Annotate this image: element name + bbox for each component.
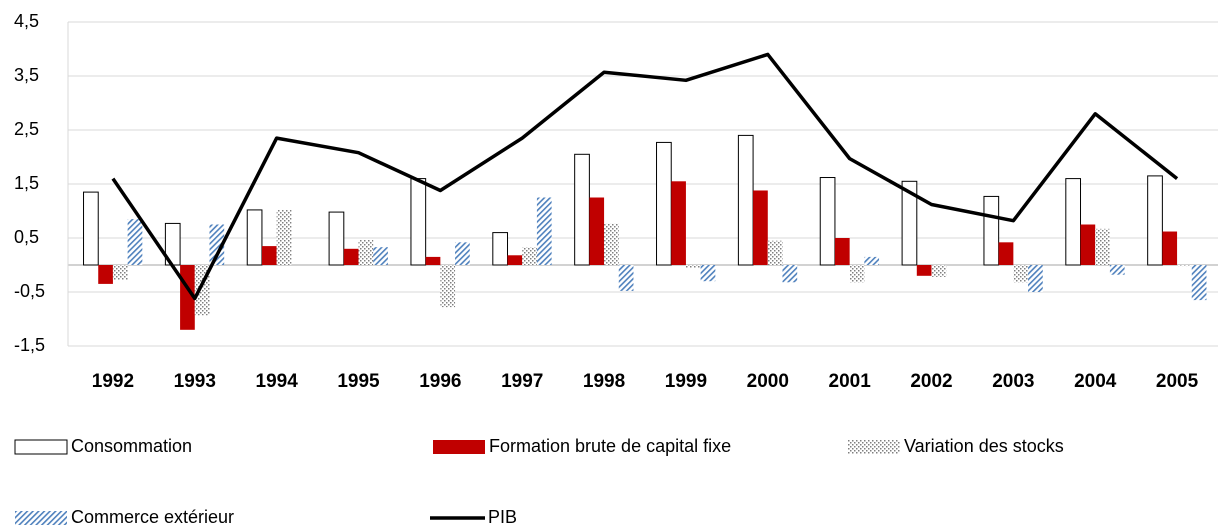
bar: [1177, 265, 1192, 267]
bar: [83, 191, 99, 266]
bar: [373, 247, 388, 265]
bar: [604, 223, 619, 265]
bar: [328, 211, 345, 266]
x-tick-label: 1996: [419, 371, 461, 392]
x-tick-label: 2003: [992, 371, 1034, 392]
x-tick-label: 1997: [501, 371, 543, 392]
bar: [931, 265, 947, 277]
legend-swatch: [848, 440, 900, 454]
bar: [1013, 265, 1029, 283]
bar: [864, 256, 880, 265]
legend-swatch: [433, 440, 485, 454]
bar: [127, 219, 143, 265]
x-tick-label: 2004: [1074, 371, 1117, 392]
y-tick-label: 4,5: [14, 11, 39, 31]
bar: [261, 246, 277, 265]
x-tick-label: 2005: [1156, 371, 1199, 392]
bar: [1147, 175, 1163, 266]
bar: [656, 141, 672, 266]
y-tick-label: 3,5: [14, 65, 39, 85]
legend-label: Consommation: [71, 436, 192, 456]
y-tick-label: -1,5: [14, 335, 45, 355]
bar: [358, 239, 374, 265]
bar: [276, 209, 292, 265]
bar: [1080, 224, 1096, 265]
bar: [1095, 228, 1110, 265]
bar: [998, 242, 1014, 265]
bar: [737, 134, 754, 266]
bar: [782, 265, 798, 283]
bar: [849, 265, 865, 283]
legend-label: PIB: [488, 507, 517, 527]
bar: [440, 265, 456, 308]
bar: [819, 177, 836, 266]
bar: [1028, 265, 1043, 292]
x-tick-label: 1992: [92, 371, 134, 392]
bar: [112, 265, 128, 280]
x-tick-label: 2002: [910, 371, 952, 392]
legend-label: Variation des stocks: [904, 436, 1064, 456]
bar: [916, 265, 932, 276]
bar: [410, 178, 427, 266]
y-tick-label: 2,5: [14, 119, 39, 139]
bar: [618, 265, 634, 291]
bar: [455, 242, 470, 265]
bar: [492, 232, 509, 266]
bar: [685, 265, 701, 268]
bar: [589, 197, 605, 265]
bar: [209, 224, 225, 265]
x-tick-label: 1993: [174, 371, 216, 392]
bar: [671, 181, 686, 265]
x-tick-label: 1995: [337, 371, 380, 392]
legend-label: Formation brute de capital fixe: [489, 436, 731, 456]
bar: [753, 190, 768, 265]
bar: [425, 256, 441, 265]
bar: [522, 247, 537, 265]
legend-swatch: [15, 511, 67, 525]
y-tick-label: 1,5: [14, 173, 39, 193]
y-tick-label: -0,5: [14, 281, 45, 301]
bar: [246, 209, 263, 266]
bar: [1162, 231, 1178, 265]
bar: [983, 195, 1000, 266]
legend-label: Commerce extérieur: [71, 507, 234, 527]
bar: [767, 240, 783, 265]
y-tick-label: 0,5: [14, 227, 39, 247]
x-tick-label: 1999: [665, 371, 707, 392]
bar: [574, 153, 590, 266]
x-tick-label: 2001: [829, 371, 872, 392]
legend-swatch: [14, 439, 68, 455]
bar: [98, 265, 113, 284]
x-tick-label: 1998: [583, 371, 625, 392]
bar: [1191, 265, 1207, 301]
bar: [1109, 265, 1125, 275]
bar: [834, 238, 850, 265]
bar: [1065, 178, 1082, 266]
x-tick-label: 1994: [256, 371, 299, 392]
x-tick-label: 2000: [747, 371, 789, 392]
bar: [700, 265, 716, 282]
line-series: [111, 52, 1179, 301]
bar: [901, 180, 918, 266]
bar: [536, 197, 552, 265]
bar: [343, 248, 359, 265]
bar: [507, 255, 523, 265]
